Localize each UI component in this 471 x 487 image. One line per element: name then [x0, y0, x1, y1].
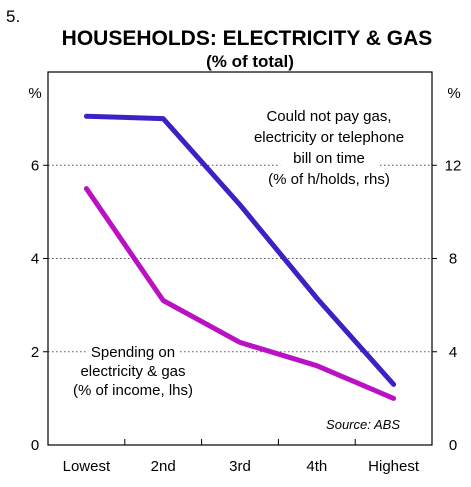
label-background: [60, 382, 206, 401]
right-axis-unit: %: [447, 85, 460, 102]
chart-title: HOUSEHOLDS: ELECTRICITY & GAS: [62, 27, 433, 50]
label-background: [252, 171, 406, 192]
label-background: [280, 150, 378, 171]
x-tick-label: 2nd: [151, 458, 176, 475]
series-label-spending: Spending on electricity & gas (% of income…: [60, 344, 206, 401]
chart-subtitle: (% of total): [206, 52, 294, 71]
right-tick-label: 8: [449, 251, 457, 268]
x-tick-label: 3rd: [229, 458, 251, 475]
right-tick-label: 0: [449, 437, 457, 454]
right-axis: 0 4 8 12: [432, 157, 461, 454]
x-axis: Lowest 2nd 3rd 4th Highest: [63, 439, 420, 475]
series-label-line: Spending on: [91, 344, 175, 361]
series-label-line: electricity or telephone: [254, 129, 404, 146]
series-label-line: Could not pay gas,: [266, 108, 391, 125]
left-tick-label: 0: [31, 437, 39, 454]
series-label-line: (% of h/holds, rhs): [268, 171, 390, 188]
series-layer: [83, 113, 397, 401]
left-axis: 0 2 4 6: [31, 157, 48, 454]
label-background: [64, 363, 202, 382]
left-tick-label: 2: [31, 344, 39, 361]
x-tick-label: 4th: [306, 458, 327, 475]
x-tick-label: Lowest: [63, 458, 111, 475]
figure-number: 5.: [6, 7, 20, 26]
series-label-line: (% of income, lhs): [73, 382, 193, 399]
left-axis-unit: %: [28, 85, 41, 102]
source-note: Source: ABS: [326, 417, 400, 432]
series-line-spending: [83, 186, 397, 401]
series-line-unpaid-bills: [83, 113, 397, 387]
label-background: [88, 344, 178, 363]
series-label-line: bill on time: [293, 150, 365, 167]
right-tick-label: 12: [445, 157, 462, 174]
gridlines: [48, 164, 432, 353]
left-tick-label: 6: [31, 157, 39, 174]
label-background: [256, 108, 402, 129]
right-tick-label: 4: [449, 344, 457, 361]
label-background: [233, 129, 425, 150]
series-label-unpaid-bills: Could not pay gas, electricity or telepho…: [233, 108, 425, 192]
left-tick-label: 4: [31, 251, 39, 268]
x-tick-label: Highest: [368, 458, 420, 475]
series-label-line: electricity & gas: [80, 363, 185, 380]
